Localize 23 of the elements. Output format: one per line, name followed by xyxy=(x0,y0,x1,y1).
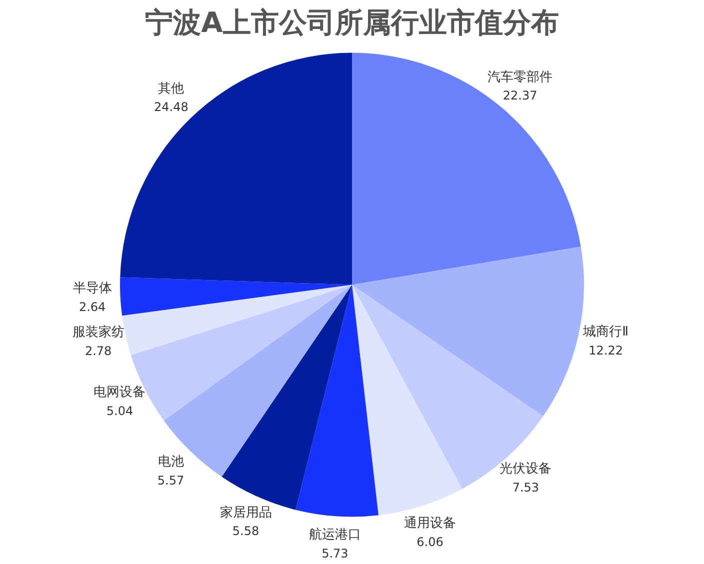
data-label: 5.73 xyxy=(322,546,348,560)
slice-label: 光伏设备 xyxy=(500,462,552,477)
data-label: 2.64 xyxy=(78,300,106,314)
data-label: 24.48 xyxy=(154,100,188,114)
data-label: 5.04 xyxy=(106,404,134,418)
slice-label: 汽车零部件 xyxy=(488,70,553,85)
data-label: 12.22 xyxy=(588,343,623,358)
slice-label: 半导体 xyxy=(72,281,112,296)
slice-label: 电池 xyxy=(158,454,184,470)
data-label: 5.58 xyxy=(232,524,260,538)
chart-title: 宁波A上市公司所属行业市值分布 xyxy=(145,6,559,40)
data-label: 5.57 xyxy=(157,473,184,488)
slice-label: 服装家纺 xyxy=(72,324,124,340)
slice-label: 电网设备 xyxy=(94,385,146,400)
slice-label: 家居用品 xyxy=(220,504,272,520)
data-label: 7.53 xyxy=(512,480,540,494)
data-label: 6.06 xyxy=(416,534,444,549)
slice-label: 城商行Ⅱ xyxy=(582,324,629,340)
slice-label: 通用设备 xyxy=(404,516,456,532)
slice-label: 其他 xyxy=(158,81,184,96)
slice-label: 航运港口 xyxy=(308,528,361,543)
data-label: 22.37 xyxy=(502,88,538,103)
data-label: 2.78 xyxy=(84,344,112,358)
